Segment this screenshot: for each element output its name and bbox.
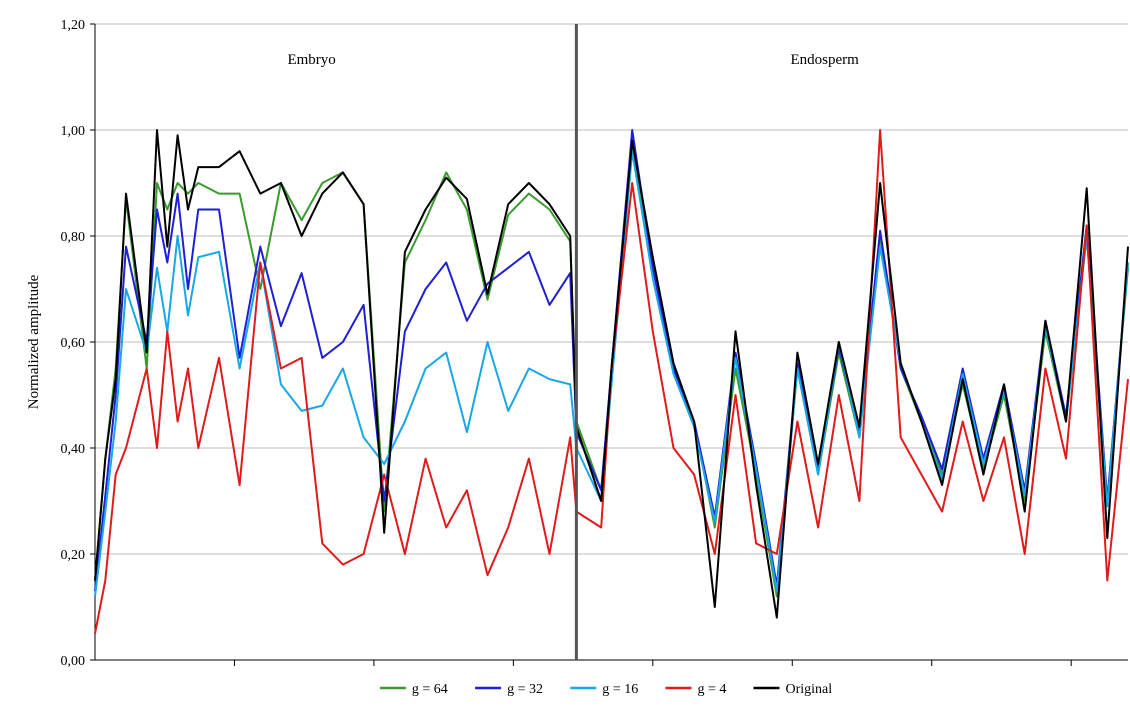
y-tick-label: 0,20 (61, 548, 86, 563)
legend-label-g-64: g = 64 (412, 682, 448, 697)
x-tick-marks (233, 660, 1072, 666)
annotation-embryo: Embryo (287, 52, 335, 68)
legend-label-g-4: g = 4 (698, 682, 727, 697)
y-tick-label: 0,40 (61, 442, 86, 457)
y-tick-labels: 0,00 0,20 0,40 0,60 0,80 1,00 1,20 (61, 18, 86, 669)
series-lines (94, 129, 1129, 634)
legend-label-g-16: g = 16 (602, 682, 638, 697)
legend-label-original: Original (786, 682, 833, 697)
series-line-g-16 (94, 150, 1129, 597)
gridlines (90, 23, 1128, 661)
legend: g = 64 g = 32 g = 16 g = 4 Original (379, 682, 833, 697)
annotation-endosperm: Endosperm (790, 52, 859, 68)
y-tick-label: 0,80 (61, 230, 86, 245)
y-tick-label: 0,00 (61, 654, 86, 669)
y-tick-label: 1,20 (61, 18, 86, 33)
y-axis-label: Normalized amplitude (26, 274, 42, 409)
legend-label-g-32: g = 32 (507, 682, 543, 697)
y-tick-label: 0,60 (61, 336, 86, 351)
series-line-g-4 (94, 129, 1129, 634)
series-line-original (94, 129, 1129, 619)
y-tick-label: 1,00 (61, 124, 86, 139)
